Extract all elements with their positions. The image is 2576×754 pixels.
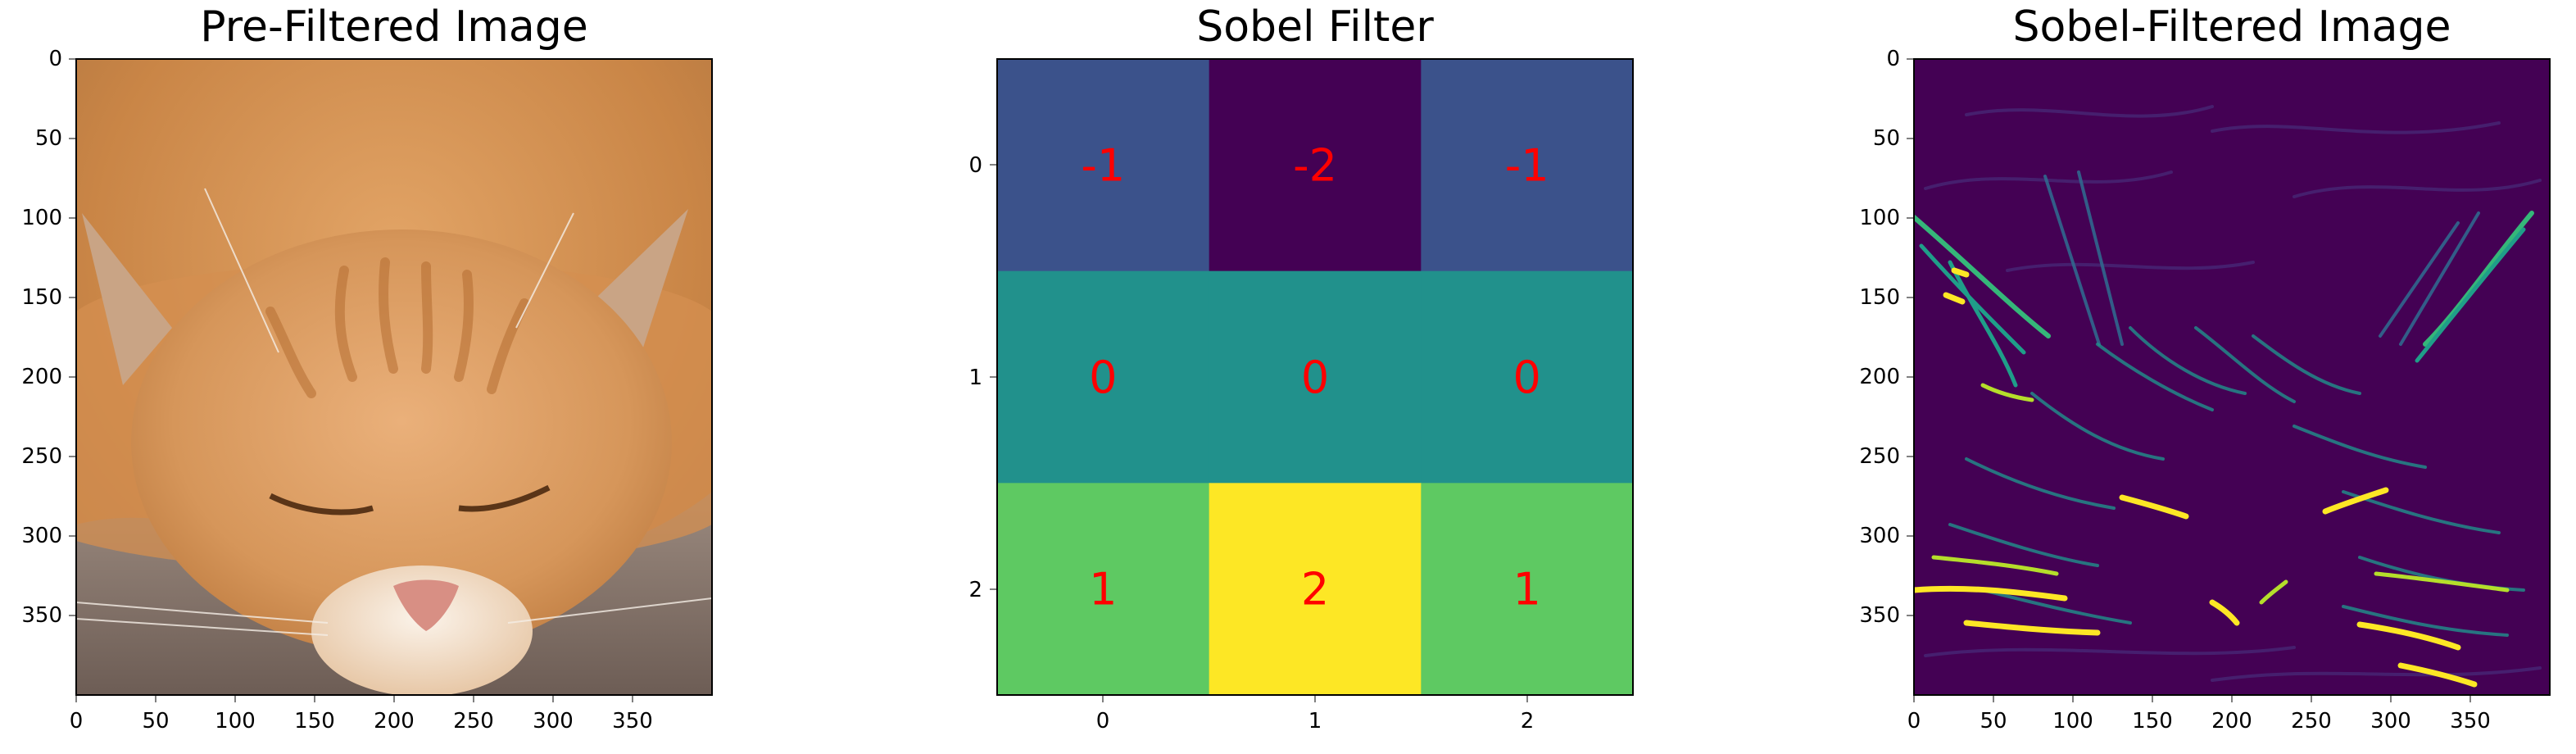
heatmap-cell	[1209, 483, 1422, 696]
pre-filtered-y-ticks: 0 50 100 150 200 250 300 350	[21, 47, 76, 628]
x-tick-label: 2	[1521, 709, 1535, 734]
x-tick-label: 200	[374, 709, 415, 734]
sobel-filtered-y-ticks: 0 50 100 150 200 250 300 350	[1859, 47, 1914, 628]
x-tick-label: 350	[2450, 709, 2491, 734]
sobel-filtered-x-ticks: 0 50 100 150 200 250 300 350	[1907, 695, 2491, 734]
heatmap-cell	[997, 483, 1210, 696]
y-tick-label: 100	[1859, 206, 1900, 230]
x-tick-label: 150	[294, 709, 335, 734]
y-tick-label: 0	[968, 153, 982, 178]
heatmap-cell	[1209, 59, 1422, 272]
y-tick-label: 350	[21, 603, 62, 628]
x-tick-label: 50	[142, 709, 169, 734]
y-tick-label: 1	[968, 366, 982, 390]
heatmap-cell	[997, 59, 1210, 272]
pre-filtered-x-ticks: 0 50 100 150 200 250 300 350	[70, 695, 653, 734]
heatmap-cell	[1421, 483, 1634, 696]
y-tick-label: 100	[21, 206, 62, 230]
y-tick-label: 350	[1859, 603, 1900, 628]
pre-filtered-title: Pre-Filtered Image	[200, 2, 587, 52]
y-tick-label: 300	[1859, 524, 1900, 548]
heatmap-cell-label: 2	[1301, 564, 1329, 615]
y-tick-label: 150	[21, 285, 62, 310]
heatmap-cell	[1209, 270, 1422, 484]
heatmap-cell-label: -1	[1505, 139, 1549, 191]
heatmap-cell-label: 1	[1512, 564, 1540, 615]
panel-pre-filtered: Pre-Filtered Image	[21, 2, 713, 734]
heatmap-cell-label: 0	[1301, 352, 1329, 403]
y-tick-label: 50	[1873, 126, 1900, 151]
y-tick-label: 200	[1859, 365, 1900, 389]
heatmap-cell	[997, 270, 1210, 484]
cat-photo	[76, 59, 712, 695]
panel-sobel-filtered: Sobel-Filtered Image	[1859, 2, 2551, 734]
y-tick-label: 300	[21, 524, 62, 548]
y-tick-label: 250	[21, 444, 62, 469]
heatmap-cell-label: 1	[1089, 564, 1117, 615]
x-tick-label: 0	[1907, 709, 1921, 734]
y-tick-label: 200	[21, 365, 62, 389]
y-tick-label: 0	[1886, 47, 1900, 71]
heatmap-cell-label: -2	[1293, 139, 1337, 191]
sobel-x-ticks: 0 1 2	[1096, 695, 1535, 734]
x-tick-label: 50	[1980, 709, 2007, 734]
x-tick-label: 300	[2370, 709, 2411, 734]
y-tick-label: 0	[48, 47, 62, 71]
x-tick-label: 350	[612, 709, 653, 734]
sobel-filtered-title: Sobel-Filtered Image	[2012, 2, 2451, 52]
sobel-filter-title: Sobel Filter	[1196, 2, 1434, 52]
panel-sobel-filter: Sobel Filter -1 -2 -1 0 0 0 1 2 1 0 1 2 0 1 2	[968, 2, 1634, 734]
heatmap-labels: -1 -2 -1 0 0 0 1 2 1	[1081, 139, 1549, 615]
x-tick-label: 150	[2132, 709, 2173, 734]
y-tick-label: 50	[35, 126, 62, 151]
x-tick-label: 0	[1096, 709, 1110, 734]
x-tick-label: 300	[533, 709, 574, 734]
heatmap-cell-label: 0	[1512, 352, 1540, 403]
x-tick-label: 0	[70, 709, 84, 734]
edge-map-image	[1914, 59, 2550, 695]
heatmap-cell-label: -1	[1081, 139, 1125, 191]
heatmap-cells	[997, 59, 1634, 696]
sobel-y-ticks: 0 1 2	[968, 153, 997, 602]
y-tick-label: 2	[968, 578, 982, 602]
y-tick-label: 250	[1859, 444, 1900, 469]
x-tick-label: 250	[453, 709, 494, 734]
heatmap-cell	[1421, 59, 1634, 272]
x-tick-label: 250	[2291, 709, 2332, 734]
heatmap-cell	[1421, 270, 1634, 484]
heatmap-cell-label: 0	[1089, 352, 1117, 403]
x-tick-label: 200	[2211, 709, 2252, 734]
x-tick-label: 100	[215, 709, 256, 734]
x-tick-label: 1	[1308, 709, 1322, 734]
y-tick-label: 150	[1859, 285, 1900, 310]
x-tick-label: 100	[2052, 709, 2093, 734]
